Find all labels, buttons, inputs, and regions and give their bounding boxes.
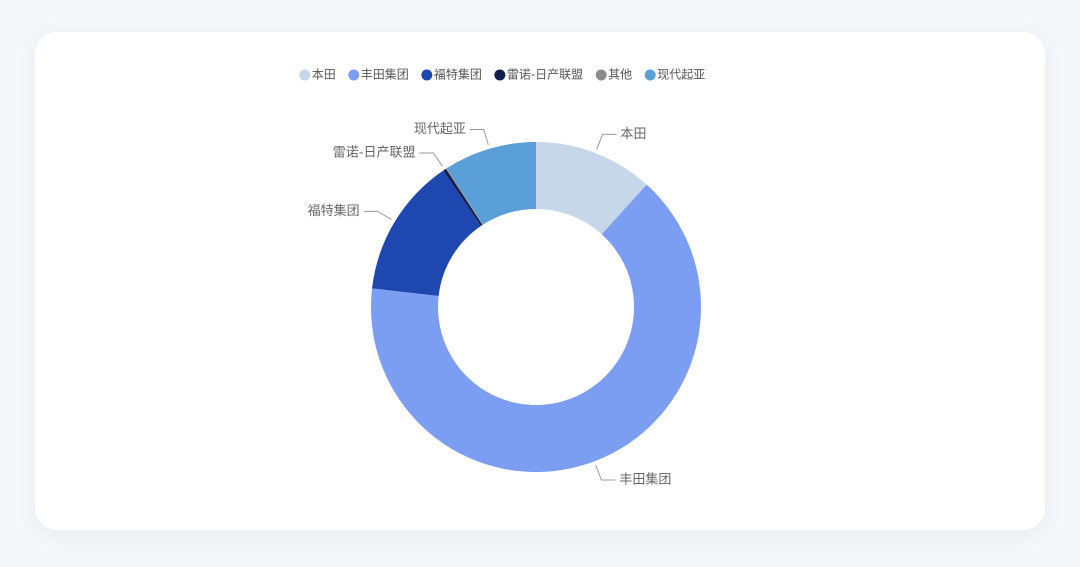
legend-label: 本田 [312, 68, 336, 82]
leader-line [419, 152, 443, 167]
slice-label: 现代起亚 [414, 122, 466, 137]
slice-label: 福特集团 [308, 203, 360, 219]
legend-swatch [421, 69, 433, 81]
leader-line [596, 133, 617, 150]
legend-label: 雷诺-日产联盟 [507, 68, 583, 82]
slice-label: 雷诺-日产联盟 [333, 146, 416, 161]
leader-line [469, 129, 489, 146]
slice [443, 168, 483, 226]
legend-swatch [299, 69, 311, 81]
legend-label: 现代起亚 [657, 68, 705, 82]
legend-swatch [644, 69, 656, 81]
slice [445, 168, 483, 225]
slice [446, 142, 536, 225]
leader-line [595, 464, 616, 481]
slice [536, 142, 647, 235]
legend-label: 福特集团 [434, 67, 482, 82]
legend-swatch [348, 69, 360, 81]
slice-label: 本田 [620, 127, 646, 142]
legend-label: 丰田集团 [361, 67, 409, 82]
slice [371, 184, 701, 473]
legend-swatch [494, 69, 506, 81]
slice-label: 丰田集团 [619, 472, 671, 488]
legend-swatch [595, 69, 607, 81]
legend-label: 其他 [608, 68, 632, 82]
legend: 本田 丰田集团 福特集团 雷诺-日产联盟 其他 现代起亚 [299, 67, 705, 82]
leader-line [363, 210, 392, 221]
slice [372, 170, 481, 296]
